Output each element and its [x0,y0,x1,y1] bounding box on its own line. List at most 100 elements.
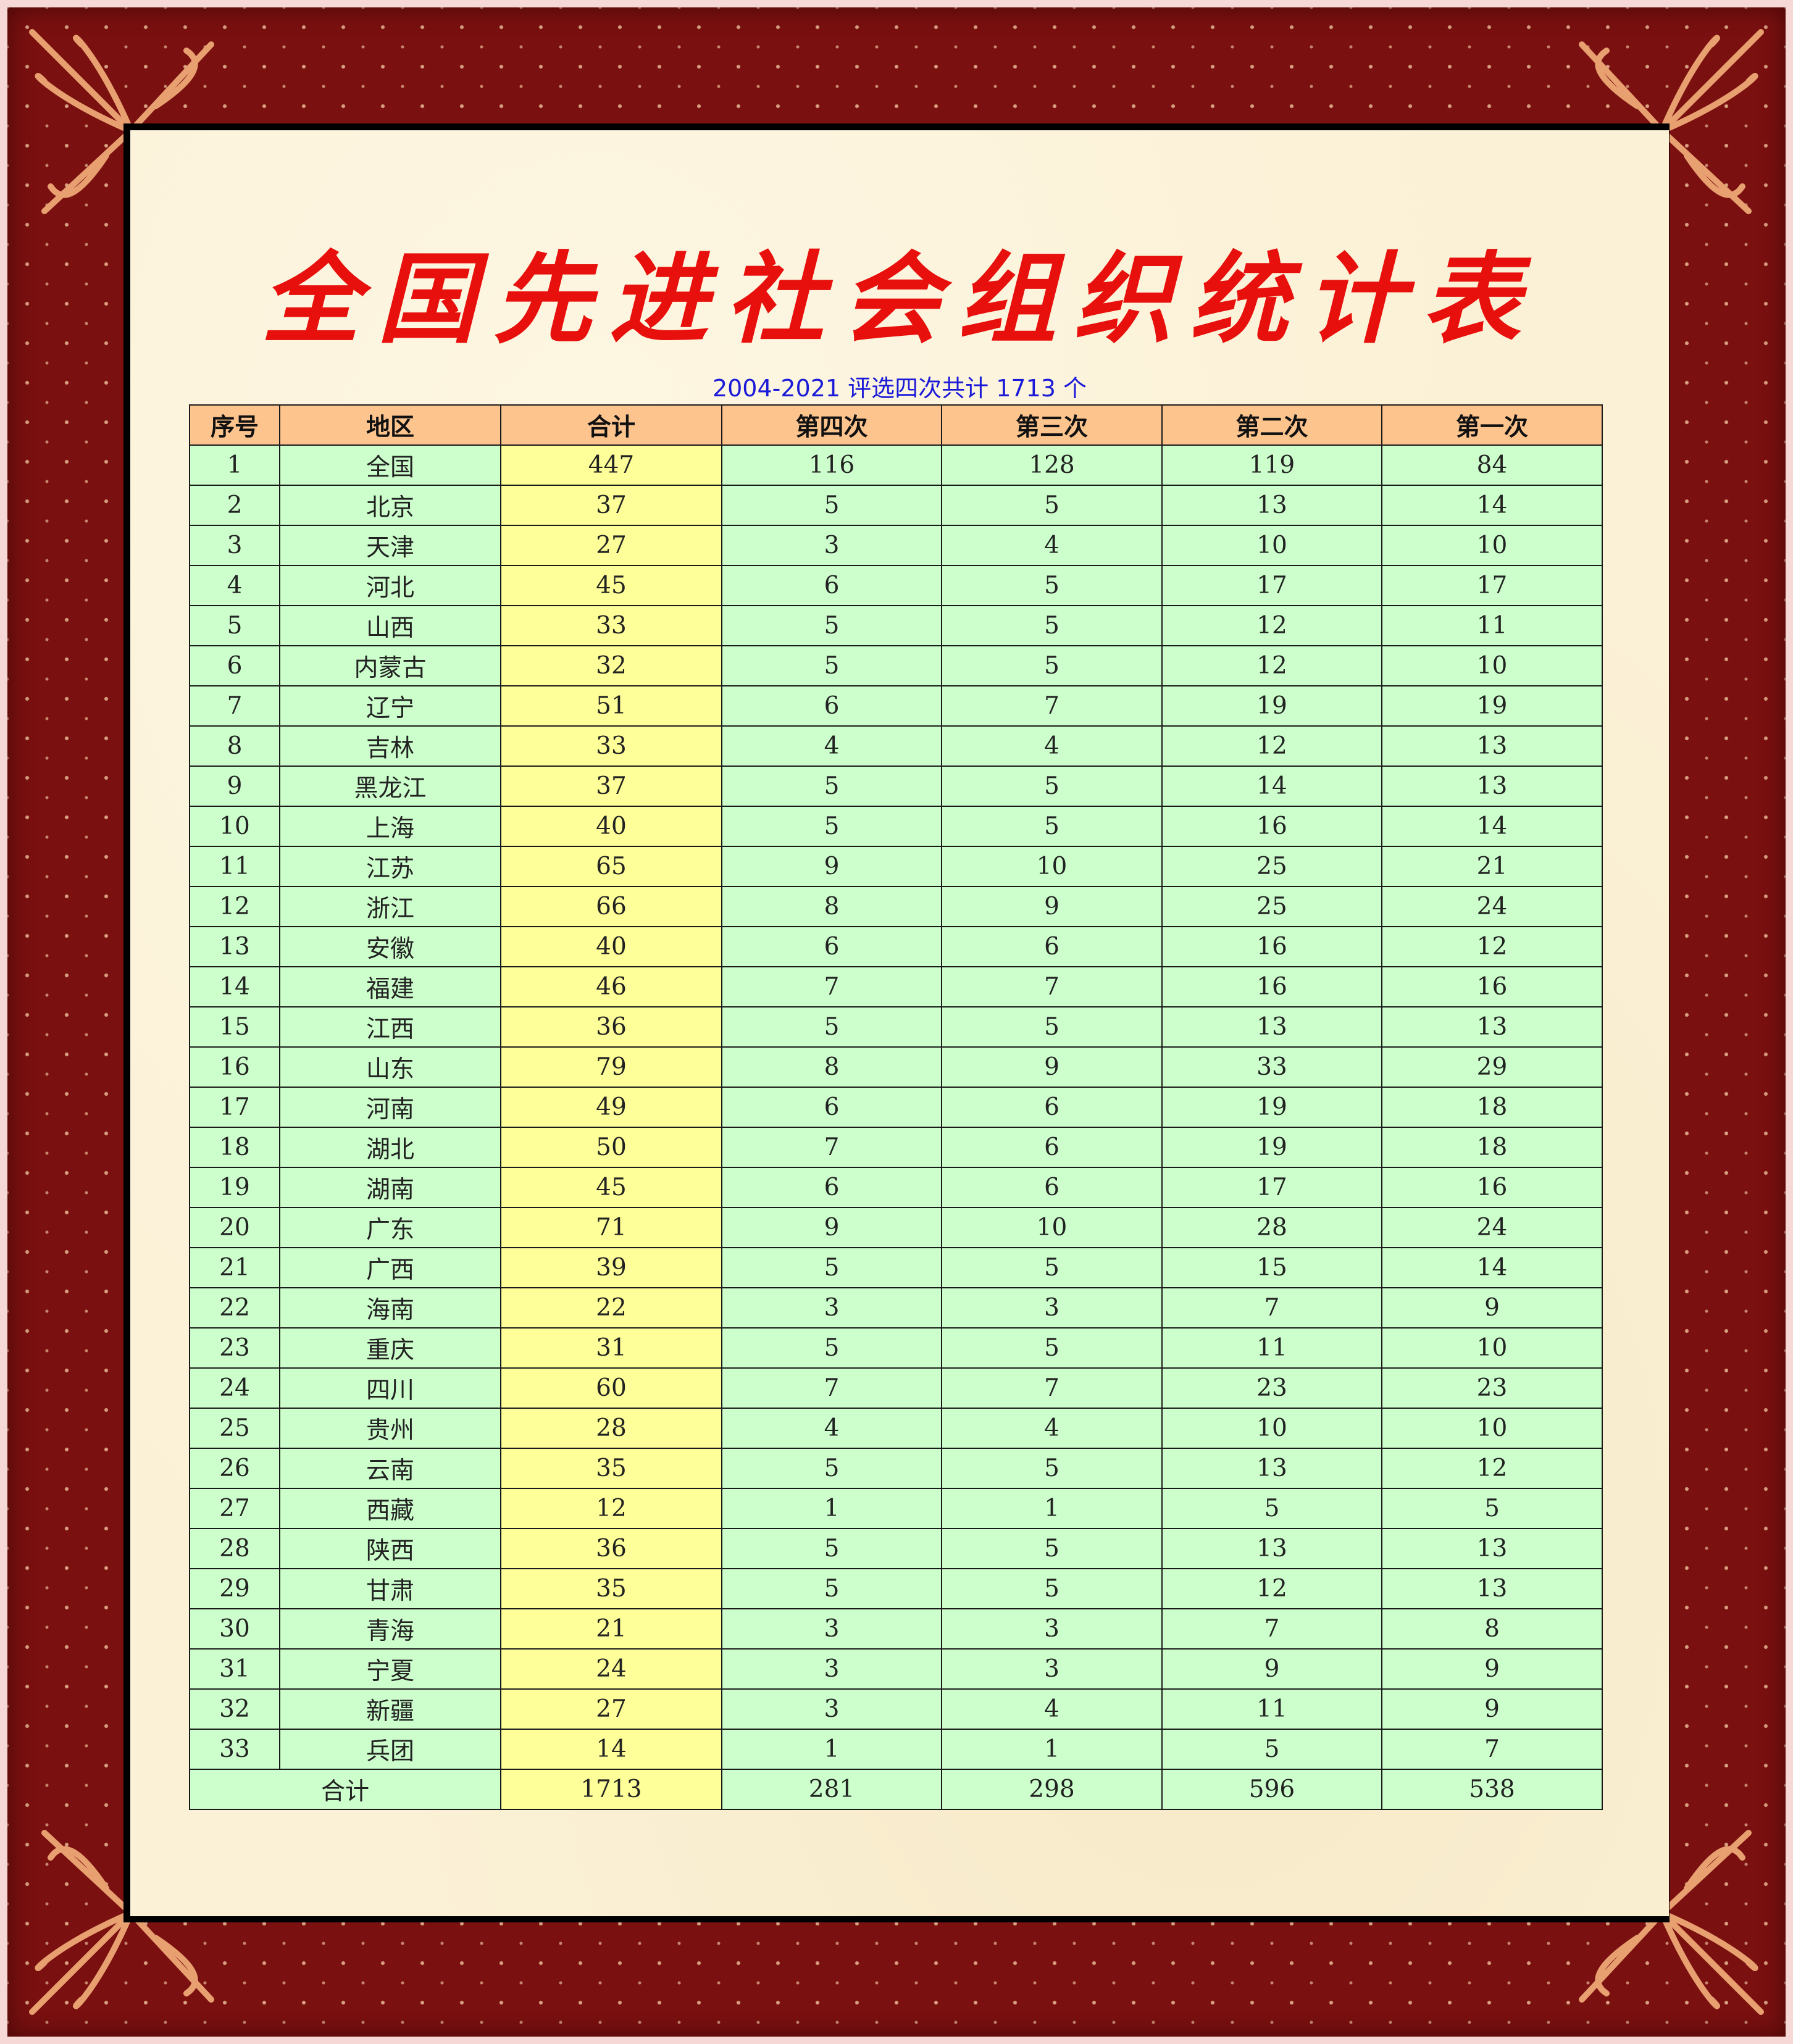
table-cell: 32 [189,1688,280,1730]
table-row: 7 辽宁 51 6 7 19 19 [189,685,1603,727]
table-cell: 3 [721,1287,942,1329]
table-cell: 1 [721,1488,942,1529]
table-cell: 山东 [279,1046,501,1088]
table-cell: 7 [1161,1608,1382,1650]
table-cell: 50 [500,1127,722,1168]
table-cell: 4 [941,1688,1163,1730]
table-cell: 6 [721,926,942,967]
table-row: 30 青海 21 3 3 7 8 [189,1608,1603,1650]
table-cell: 22 [189,1287,280,1329]
table-cell: 5 [1161,1488,1382,1529]
table-cell: 33 [500,605,722,646]
table-cell: 21 [500,1608,722,1650]
table-row: 9 黑龙江 37 5 5 14 13 [189,765,1603,807]
table-cell: 9 [721,846,942,887]
table-cell: 9 [941,886,1163,927]
table-row: 25 贵州 28 4 4 10 10 [189,1408,1603,1449]
table-cell: 5 [721,1528,942,1569]
table-cell: 16 [1381,966,1603,1007]
table-cell: 黑龙江 [279,765,501,807]
table-cell: 28 [1161,1207,1382,1248]
table-cell: 24 [1381,886,1603,927]
table-cell: 19 [189,1167,280,1208]
table-cell: 西藏 [279,1488,501,1529]
table-cell: 4 [721,1408,942,1449]
table-cell: 广西 [279,1247,501,1288]
table-cell: 9 [1381,1688,1603,1730]
table-row: 28 陕西 36 5 5 13 13 [189,1528,1603,1569]
table-cell: 16 [1381,1167,1603,1208]
table-cell: 1 [941,1488,1163,1529]
table-cell: 8 [189,725,280,767]
table-cell: 22 [500,1287,722,1329]
table-cell: 重庆 [279,1327,501,1369]
table-cell: 23 [1161,1367,1382,1409]
table-row: 12 浙江 66 8 9 25 24 [189,886,1603,927]
table-cell: 5 [941,565,1163,606]
table-cell: 21 [1381,846,1603,887]
table-cell: 4 [189,565,280,606]
table-cell: 9 [1381,1287,1603,1329]
table-cell: 3 [721,1688,942,1730]
table-cell: 21 [189,1247,280,1288]
table-cell: 12 [500,1488,722,1529]
table-cell: 24 [189,1367,280,1409]
table-row: 14 福建 46 7 7 16 16 [189,966,1603,1007]
table-cell: 15 [189,1006,280,1048]
table-cell: 447 [500,444,722,486]
table-row: 2 北京 37 5 5 13 14 [189,485,1603,526]
table-cell: 10 [1381,1408,1603,1449]
table-cell: 17 [1381,565,1603,606]
table-cell: 35 [500,1568,722,1609]
table-cell: 贵州 [279,1408,501,1449]
table-row: 22 海南 22 3 3 7 9 [189,1287,1603,1329]
table-cell: 36 [500,1006,722,1048]
table-cell: 23 [1381,1367,1603,1409]
table-cell: 3 [941,1648,1163,1690]
table-cell: 27 [500,525,722,566]
table-row: 23 重庆 31 5 5 11 10 [189,1327,1603,1369]
table-cell: 5 [721,605,942,646]
column-header: 合计 [500,404,722,446]
table-row: 19 湖南 45 6 6 17 16 [189,1167,1603,1208]
table-cell: 13 [1161,1528,1382,1569]
table-cell: 49 [500,1087,722,1128]
table-cell: 6 [721,1087,942,1128]
table-cell: 10 [1381,645,1603,686]
table-row: 8 吉林 33 4 4 12 13 [189,725,1603,767]
table-row: 3 天津 27 3 4 10 10 [189,525,1603,566]
table-row: 13 安徽 40 6 6 16 12 [189,926,1603,967]
table-cell: 陕西 [279,1528,501,1569]
table-cell: 5 [941,605,1163,646]
table-cell: 内蒙古 [279,645,501,686]
table-cell: 全国 [279,444,501,486]
table-cell: 12 [1161,725,1382,767]
table-cell: 17 [189,1087,280,1128]
table-cell: 7 [1161,1287,1382,1329]
table-cell: 19 [1161,1127,1382,1168]
table-cell: 7 [721,966,942,1007]
table-cell: 116 [721,444,942,486]
table-cell: 14 [1381,485,1603,526]
table-cell: 4 [941,725,1163,767]
table-cell: 3 [941,1608,1163,1650]
table-cell: 19 [1161,1087,1382,1128]
table-cell: 上海 [279,806,501,847]
table-cell: 1 [721,1729,942,1770]
table-cell: 6 [721,685,942,727]
table-cell: 3 [721,1608,942,1650]
column-header: 地区 [279,404,501,446]
table-cell: 7 [941,1367,1163,1409]
page-subtitle: 2004-2021 评选四次共计 1713 个 [712,375,1087,402]
table-cell: 12 [1161,1568,1382,1609]
table-cell: 5 [721,1006,942,1048]
table-cell: 江苏 [279,846,501,887]
table-header-row: 序号 地区 合计 第四次 第三次 第二次 第一次 [189,404,1603,446]
column-header: 序号 [189,404,280,446]
table-cell: 15 [1161,1247,1382,1288]
table-cell: 27 [189,1488,280,1529]
total-cell: 596 [1161,1769,1382,1810]
table-cell: 辽宁 [279,685,501,727]
table-cell: 13 [189,926,280,967]
table-cell: 9 [941,1046,1163,1088]
